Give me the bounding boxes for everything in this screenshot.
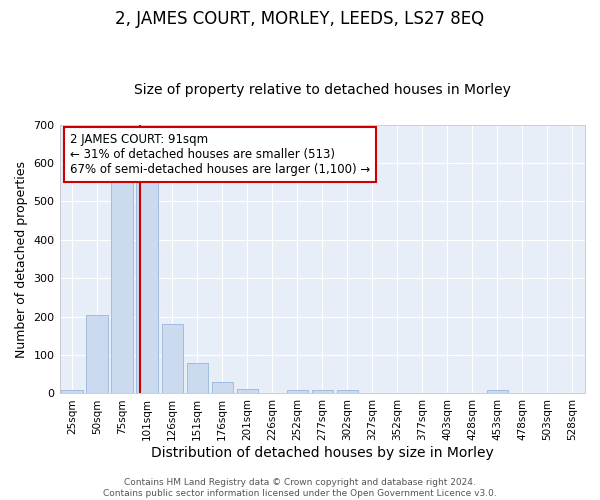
Bar: [236, 389, 258, 394]
Bar: [287, 390, 308, 394]
Bar: [86, 314, 108, 394]
Bar: [337, 390, 358, 394]
Bar: [187, 364, 208, 394]
Bar: [112, 180, 133, 394]
X-axis label: Distribution of detached houses by size in Morley: Distribution of detached houses by size …: [151, 446, 494, 460]
Text: 2, JAMES COURT, MORLEY, LEEDS, LS27 8EQ: 2, JAMES COURT, MORLEY, LEEDS, LS27 8EQ: [115, 10, 485, 28]
Bar: [212, 382, 233, 394]
Bar: [311, 390, 333, 394]
Bar: [61, 390, 83, 394]
Bar: [487, 390, 508, 394]
Text: Contains HM Land Registry data © Crown copyright and database right 2024.
Contai: Contains HM Land Registry data © Crown c…: [103, 478, 497, 498]
Y-axis label: Number of detached properties: Number of detached properties: [15, 160, 28, 358]
Bar: [136, 180, 158, 394]
Text: 2 JAMES COURT: 91sqm
← 31% of detached houses are smaller (513)
67% of semi-deta: 2 JAMES COURT: 91sqm ← 31% of detached h…: [70, 132, 370, 176]
Title: Size of property relative to detached houses in Morley: Size of property relative to detached ho…: [134, 83, 511, 97]
Bar: [161, 324, 183, 394]
